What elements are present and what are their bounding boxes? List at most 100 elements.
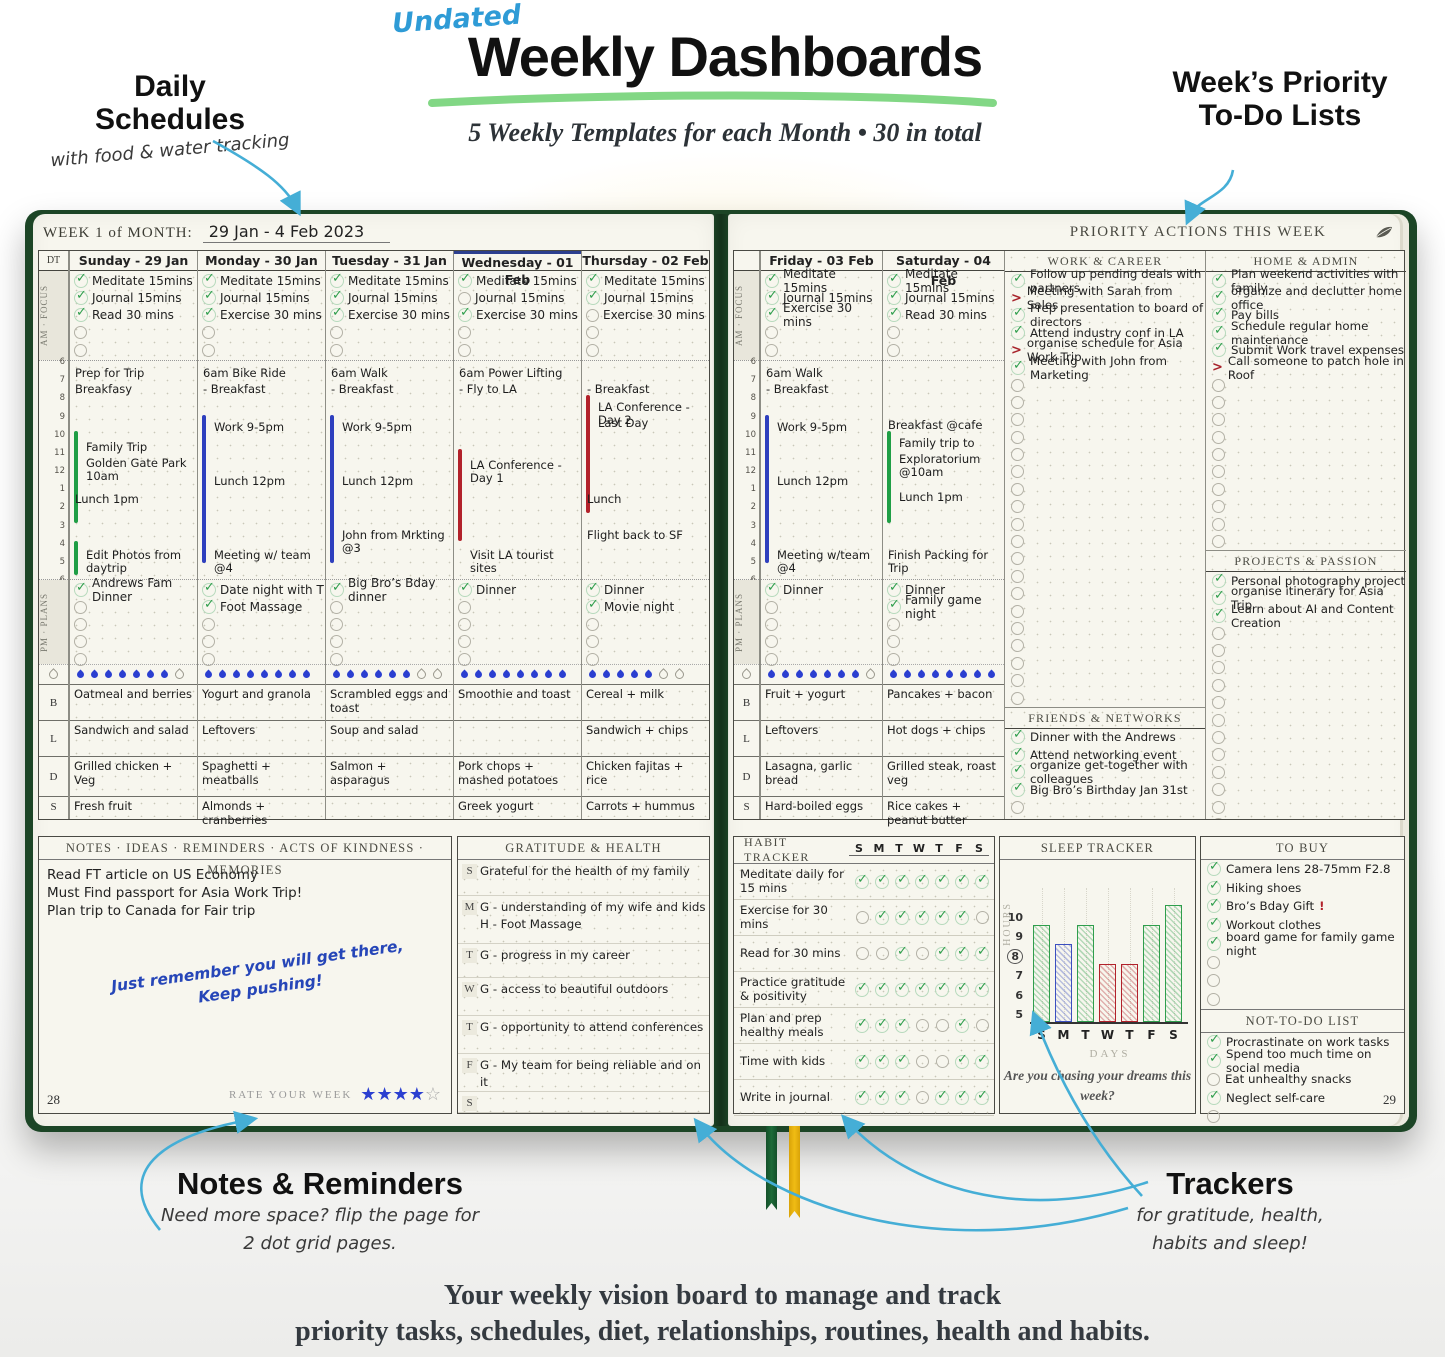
hour-label: 1: [59, 484, 65, 495]
empty-circle-icon: [1011, 517, 1024, 531]
list-item: organise itinerary for Asia Trip: [1206, 584, 1406, 612]
task-row-empty: [883, 342, 1004, 359]
task-row-checked: Journal 15mins: [582, 288, 709, 306]
schedule-entry: Meeting w/team @4: [777, 548, 871, 575]
hour-label: 4: [750, 538, 756, 549]
task-label: Exercise 30 mins: [603, 308, 705, 323]
habit-mark: [852, 946, 872, 961]
task-row-empty: [582, 633, 709, 650]
checkmark-icon: [330, 271, 344, 288]
checkmark-icon: [935, 908, 949, 925]
water-tracker: [198, 664, 325, 684]
checkmark-icon: [1212, 588, 1226, 606]
meal-cell-d: Spaghetti + meatballs: [198, 756, 325, 796]
water-drop-filled-icon: [601, 669, 612, 680]
water-tracker: [883, 664, 1004, 684]
meal-row-label: S: [734, 796, 759, 817]
empty-circle-icon: [887, 326, 900, 340]
empty-circle-icon: [1212, 448, 1225, 462]
task-row-checked: Meditate 15mins: [883, 267, 1004, 295]
empty-circle-icon: [1212, 696, 1225, 710]
day-header: Tuesday - 31 Jan: [326, 251, 453, 271]
schedule-entry: Prep for Trip: [75, 366, 145, 380]
am-focus-label: AM · FOCUS: [734, 271, 759, 360]
week-title-row: WEEK 1 of MONTH: 29 Jan - 4 Feb 2023: [43, 222, 391, 243]
meal-cell-d: Salmon + asparagus: [326, 756, 453, 796]
list-item: Prep presentation to board of directors: [1005, 301, 1205, 329]
list-item-label: Prep presentation to board of directors: [1030, 301, 1204, 330]
habit-mark: [932, 944, 952, 961]
task-row-empty: [761, 633, 882, 650]
schedule-entry: - Breakfast: [766, 382, 829, 396]
sleep-y-tick: 5: [1003, 1008, 1023, 1021]
meal-cell-b: Fruit + yogurt: [761, 684, 882, 720]
sleep-gridline: [1130, 888, 1131, 1022]
task-row-empty: [454, 651, 581, 668]
list-item-empty: [1005, 798, 1205, 815]
list-item: Meeting with John from Marketing: [1005, 354, 1205, 382]
checkmark-icon: [935, 944, 949, 961]
schedule-entry: Family trip to: [899, 436, 975, 450]
task-label: Journal 15mins: [604, 291, 694, 306]
motivation-note: Just remember you will get there, Keep p…: [107, 934, 411, 1022]
task-row-empty: [454, 616, 581, 633]
spine-am-label: AM · FOCUS: [39, 271, 68, 361]
day-header: Wednesday - 01 Feb: [454, 251, 581, 287]
empty-circle-icon: [765, 635, 778, 649]
checkmark-icon: [458, 580, 472, 597]
checkmark-icon: [915, 872, 929, 889]
task-row-empty: [326, 342, 453, 359]
empty-circle-icon: [1212, 817, 1225, 819]
checkmark-icon: [1011, 358, 1025, 375]
habit-mark: [852, 1016, 872, 1033]
empty-circle-icon: [975, 910, 989, 924]
hour-label: 2: [59, 502, 65, 513]
sleep-x-label: S: [1037, 1028, 1046, 1042]
task-row-empty: [198, 324, 325, 341]
day-schedule: 6am Bike Ride - Breakfast Work 9-5pm Lunch …: [198, 361, 325, 579]
habit-mark: [952, 908, 972, 925]
checkmark-icon: [1207, 878, 1221, 895]
list-item-empty: [1206, 746, 1406, 763]
schedule-entry: 6am Power Lifting: [459, 366, 563, 380]
list-item: organize get-together with colleagues: [1005, 758, 1205, 786]
task-row-empty: [326, 598, 453, 615]
task-row-empty: [326, 651, 453, 668]
checkmark-icon: [74, 580, 88, 597]
empty-circle-icon: [1207, 974, 1220, 988]
water-drop-filled-icon: [808, 669, 819, 680]
list-item: > Meeting with Sarah from Sales: [1005, 284, 1205, 312]
schedule-entry: Breakfasy: [75, 382, 133, 396]
task-row-empty: [454, 324, 581, 341]
hour-label: 9: [750, 411, 756, 422]
pm-plans-list: Big Bro’s Bday dinner: [326, 576, 453, 666]
list-item-empty: [1206, 411, 1406, 428]
schedule-entry: Visit LA tourist sites: [470, 548, 554, 575]
checkmark-icon: [1011, 745, 1025, 762]
habit-name: Read for 30 mins: [740, 945, 841, 960]
list-item-label: Spend too much time on social media: [1226, 1046, 1372, 1075]
habit-rows: Meditate daily for 15 mins Exercise for 3…: [734, 864, 994, 1116]
empty-circle-icon: [1207, 1072, 1220, 1086]
empty-circle-icon: [586, 617, 599, 631]
meal-cell-b: Yogurt and granola: [198, 684, 325, 720]
list-item-empty: [1005, 498, 1205, 515]
checkmark-icon: [765, 305, 779, 323]
list-item: Schedule regular home maintenance: [1206, 319, 1406, 347]
habit-mark: [852, 1052, 872, 1069]
list-section-header: HOME & ADMIN: [1206, 251, 1406, 272]
task-label: Journal 15mins: [220, 291, 310, 306]
right-week-grid: AM · FOCUS6789101112123456PM · PLANSBLDS…: [733, 250, 1406, 827]
task-label: Dinner: [783, 582, 824, 597]
empty-circle-icon: [1212, 748, 1225, 762]
habit-tracker-title: HABIT TRACKER: [744, 835, 810, 864]
task-row-checked: Family game night: [883, 593, 1004, 621]
schedule-entry: - Breakfast: [587, 382, 650, 396]
task-label: Journal 15mins: [475, 291, 565, 306]
water-tracker: [326, 664, 453, 684]
task-row-empty: [582, 651, 709, 668]
